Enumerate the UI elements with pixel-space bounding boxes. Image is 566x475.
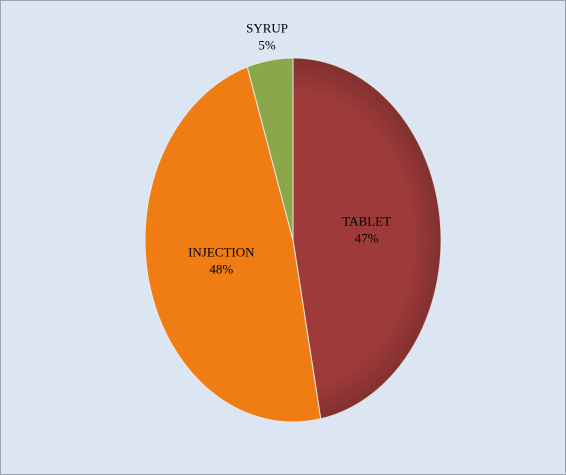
slice-label: INJECTION xyxy=(188,245,255,260)
slice-value-label: 48% xyxy=(209,262,233,277)
slice-label: SYRUP xyxy=(246,21,288,36)
slice-value-label: 47% xyxy=(355,230,379,245)
pie-slice xyxy=(144,66,322,423)
pie-slice xyxy=(246,57,294,241)
slice-value-label: 5% xyxy=(258,38,276,53)
slice-label: TABLET xyxy=(342,213,391,228)
